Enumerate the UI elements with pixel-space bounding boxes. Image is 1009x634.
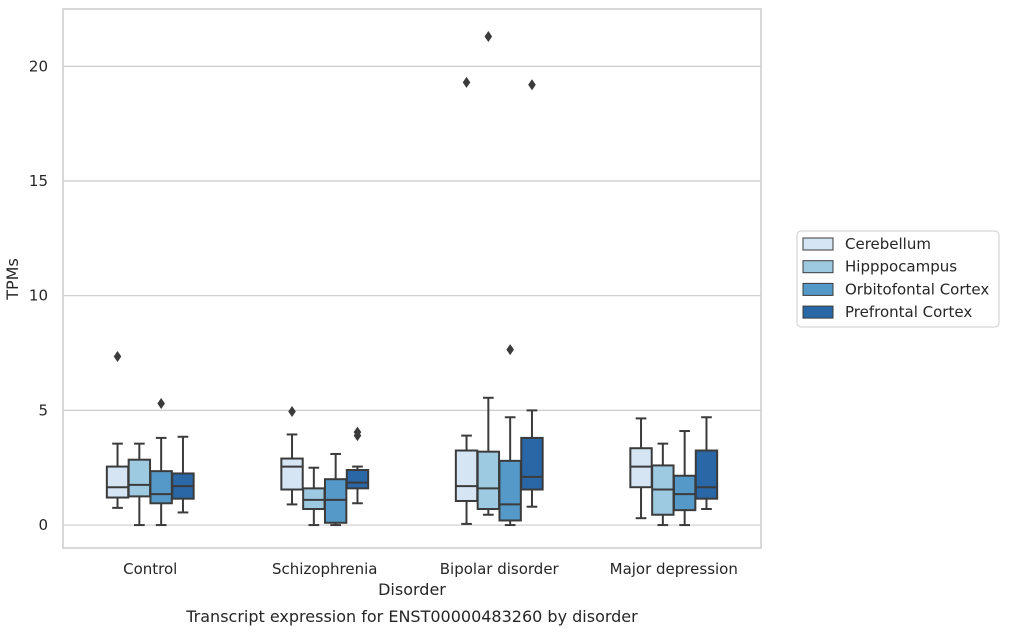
x-axis-label: Disorder [378,580,446,599]
box-3-0 [629,417,653,520]
box-body [105,465,130,499]
legend-swatch [802,305,834,319]
box-body [454,449,479,502]
y-tick-label: 0 [38,516,48,534]
box-3-2 [672,430,697,527]
box-2-3 [520,79,544,508]
box-body [302,487,326,511]
outlier-point [484,31,493,43]
outlier-point [462,76,471,88]
x-tick-label: Major depression [610,560,738,578]
box-body [345,469,370,490]
gridlines [63,65,761,526]
box-1-3 [345,426,370,505]
box-2-2 [498,344,522,527]
outlier-point [157,398,165,410]
legend-frame [796,230,1000,328]
box-body [280,457,304,491]
box-body [127,458,152,498]
x-tick-label: Bipolar disorder [440,560,560,578]
legend-label: Cerebellum [845,235,931,253]
box-body [476,450,501,511]
box-body [520,436,544,491]
plot-area-frame [62,8,762,549]
box-body [629,447,653,489]
legend-label: Hipppocampus [845,258,957,276]
outlier-point [506,344,514,356]
box-1-0 [280,406,304,506]
x-tick-label: Schizophrenia [272,560,377,578]
boxes [105,31,719,527]
box-2-1 [476,31,501,516]
y-tick-label: 20 [29,57,48,75]
x-tick-label: Control [123,560,177,578]
box-body [323,478,348,524]
legend-swatch [802,282,834,296]
outlier-point [288,406,296,418]
x-axis-ticks: Control Schizophrenia Bipolar disorder Majo… [123,560,738,578]
legend-label: Orbitofontal Cortex [845,280,989,298]
box-3-3 [694,416,719,511]
box-body [149,470,173,505]
legend-label: Prefrontal Cortex [845,303,972,321]
y-tick-label: 15 [29,172,48,190]
y-axis-label: TPMs [3,258,22,301]
outlier-point [353,426,362,438]
outlier-point [528,79,536,91]
chart-caption: Transcript expression for ENST0000048326… [185,607,638,626]
box-body [694,449,719,500]
box-0-0 [105,350,130,509]
y-tick-label: 10 [29,287,48,305]
legend: Cerebellum Hipppocampus Orbitofontal Corte… [796,230,1000,328]
outlier-point [113,350,122,362]
box-body [672,474,697,512]
box-body [498,459,522,522]
y-tick-label: 5 [38,401,48,419]
box-1-2 [323,452,348,527]
legend-swatch [802,237,834,251]
legend-swatch [802,260,834,274]
y-axis-ticks: 0 5 10 15 20 [29,57,48,534]
box-0-3 [171,435,195,514]
